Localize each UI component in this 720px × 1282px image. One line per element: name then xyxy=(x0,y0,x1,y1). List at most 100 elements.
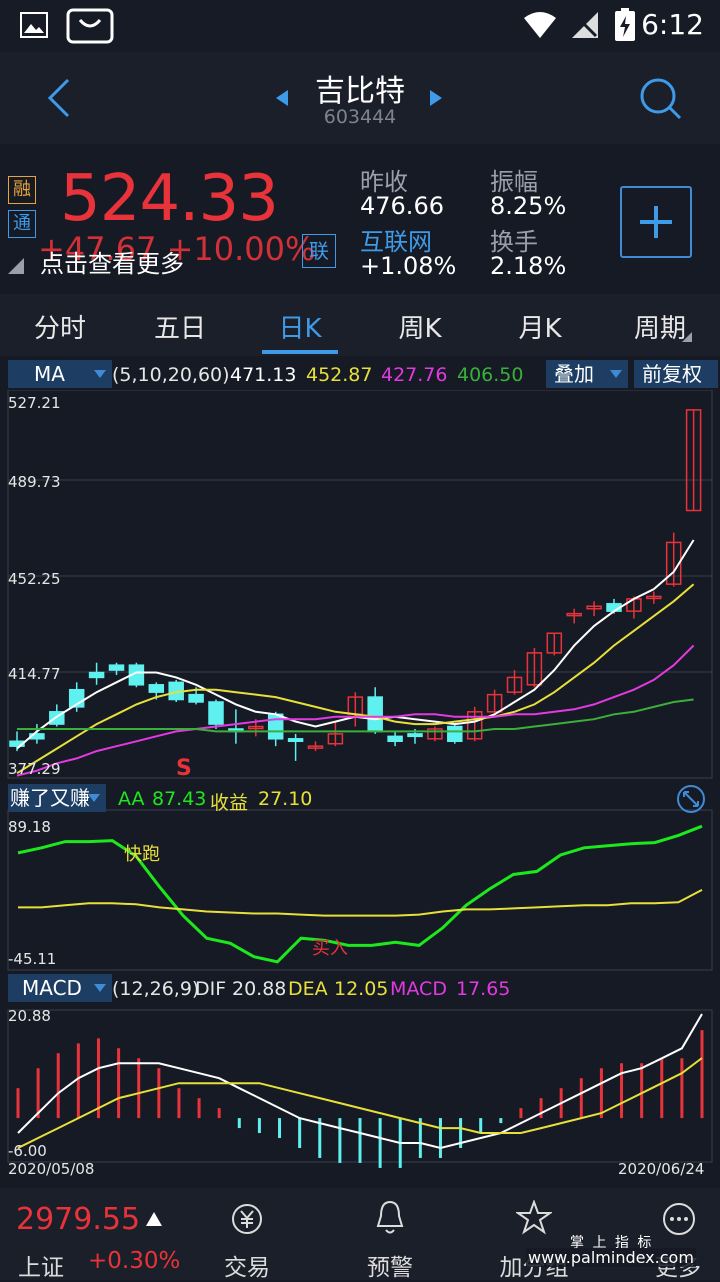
search-icon[interactable] xyxy=(638,76,682,120)
kline-axis-4: 414.77 xyxy=(8,665,61,683)
add-watchlist-button[interactable] xyxy=(620,186,692,258)
ma20-value: 427.76 xyxy=(381,364,448,386)
index-value[interactable]: 2979.55 xyxy=(16,1202,141,1237)
ma-indicator-label: MA xyxy=(34,362,65,386)
kline-chart[interactable] xyxy=(0,390,720,1186)
chart-grid xyxy=(7,390,713,1163)
expand-icon[interactable] xyxy=(674,784,708,814)
candle-body xyxy=(586,605,602,610)
next-stock-icon[interactable] xyxy=(428,88,444,108)
candle-body xyxy=(148,684,165,693)
ma-indicator-select[interactable]: MA xyxy=(8,360,112,388)
sector-label[interactable]: 互联网 xyxy=(360,228,432,256)
candle-body xyxy=(188,693,204,703)
dif-label: DIF xyxy=(195,978,227,1000)
profit-label: 收益 xyxy=(210,792,249,814)
kline-axis-2: 489.73 xyxy=(8,473,61,491)
stock-code: 603444 xyxy=(323,106,397,128)
aa-indicator-select[interactable]: 赚了又赚 xyxy=(8,784,106,812)
aa-label: AA xyxy=(118,788,145,810)
panel-frame xyxy=(7,809,713,971)
run-marker: 快跑 xyxy=(124,844,160,865)
watermark-url: www.palmindex.com xyxy=(526,1248,696,1267)
candle-body xyxy=(447,725,463,743)
candle-body xyxy=(407,733,423,738)
candle-body xyxy=(526,652,543,686)
ma10-line xyxy=(16,583,695,775)
macd-panel xyxy=(16,1013,704,1168)
tab-weekly-k[interactable]: 周K xyxy=(398,314,442,344)
overlay-select[interactable]: 叠加 xyxy=(546,360,628,388)
kline-axis-top: 527.21 xyxy=(8,394,61,412)
buy-marker: 买入 xyxy=(312,938,348,959)
candle-body xyxy=(506,676,523,693)
candle-body xyxy=(566,612,582,617)
profit-value: 27.10 xyxy=(258,788,313,810)
overlay-label: 叠加 xyxy=(554,362,594,386)
tab-daily-k[interactable]: 日K xyxy=(278,314,322,344)
amplitude-label: 振幅 xyxy=(490,168,538,196)
candle-body xyxy=(665,541,682,585)
bottom-bar: 2979.55 上证 +0.30% 交易 预警 加分组 更多 掌 上 指 标 w… xyxy=(0,1188,720,1281)
store-icon xyxy=(66,8,114,44)
macd-bar: MACD (12,26,9) DIF 20.88 DEA 12.05 MACD … xyxy=(0,974,720,1004)
nav-trade[interactable]: 交易 xyxy=(224,1255,270,1281)
dif-line xyxy=(17,1013,703,1150)
macd-axis-bottom: -6.00 xyxy=(8,1142,47,1160)
ma-lines xyxy=(16,539,695,777)
candle-body xyxy=(646,595,662,600)
macd-params: (12,26,9) xyxy=(112,978,200,1000)
candle-body xyxy=(108,664,125,671)
sector-change: +1.08% xyxy=(360,252,457,280)
start-date: 2020/05/08 xyxy=(8,1160,95,1178)
watermark-title: 掌 上 指 标 xyxy=(570,1235,654,1251)
stock-name: 吉比特 xyxy=(315,74,405,109)
price-change: +47.67 +10.00% xyxy=(38,230,316,268)
tab-intraday[interactable]: 分时 xyxy=(33,314,86,344)
sell-marker: S xyxy=(176,756,192,781)
index-name: 上证 xyxy=(18,1255,64,1281)
ma-params: (5,10,20,60) xyxy=(112,364,230,386)
tab-monthly-k[interactable]: 月K xyxy=(518,314,562,344)
panel-frame xyxy=(7,390,713,779)
wifi-icon xyxy=(524,12,556,38)
star-icon[interactable] xyxy=(516,1200,552,1236)
period-tabs: 分时 五日 日K 周K 月K 周期 xyxy=(0,294,720,356)
aa-line xyxy=(17,824,703,964)
last-price: 524.33 xyxy=(60,162,279,236)
candle-body xyxy=(327,733,344,745)
aa-value: 87.43 xyxy=(152,788,207,810)
prev-stock-icon[interactable] xyxy=(274,88,290,108)
tab-period[interactable]: 周期 xyxy=(633,314,686,344)
adjust-select[interactable]: 前复权 xyxy=(634,360,718,388)
index-change: +0.30% xyxy=(88,1248,181,1274)
aa-indicator-label: 赚了又赚 xyxy=(10,786,90,810)
macd-indicator-label: MACD xyxy=(22,976,82,1000)
gallery-icon xyxy=(20,12,48,38)
link-badge[interactable]: 联 xyxy=(302,234,336,268)
dea-label: DEA xyxy=(288,978,328,1000)
kline-axis-3: 452.25 xyxy=(8,570,61,588)
macd-indicator-select[interactable]: MACD xyxy=(8,974,112,1002)
nav-alert[interactable]: 预警 xyxy=(367,1255,413,1281)
end-date: 2020/06/24 xyxy=(618,1160,705,1178)
up-arrow-icon xyxy=(146,1212,162,1226)
aa-bar: 赚了又赚 AA 87.43 收益 27.10 xyxy=(0,784,720,814)
battery-icon xyxy=(615,8,635,41)
tab-five-day[interactable]: 五日 xyxy=(153,314,206,344)
chevron-down-icon xyxy=(610,370,622,378)
more-icon[interactable] xyxy=(662,1202,696,1236)
trade-icon[interactable] xyxy=(230,1202,264,1236)
signal-off-icon xyxy=(572,12,598,38)
candle-body xyxy=(427,728,443,740)
clock: 6:12 xyxy=(641,8,704,41)
macd-value: 17.65 xyxy=(456,978,511,1000)
bell-icon[interactable] xyxy=(374,1200,406,1236)
corner-icon xyxy=(8,258,24,274)
active-tab-indicator xyxy=(262,350,338,354)
more-link[interactable]: 点击查看更多 xyxy=(40,250,184,278)
dropdown-corner-icon xyxy=(682,332,692,342)
prev-close-label: 昨收 xyxy=(360,168,408,196)
ma60-line xyxy=(17,698,694,733)
back-icon[interactable] xyxy=(44,76,74,120)
